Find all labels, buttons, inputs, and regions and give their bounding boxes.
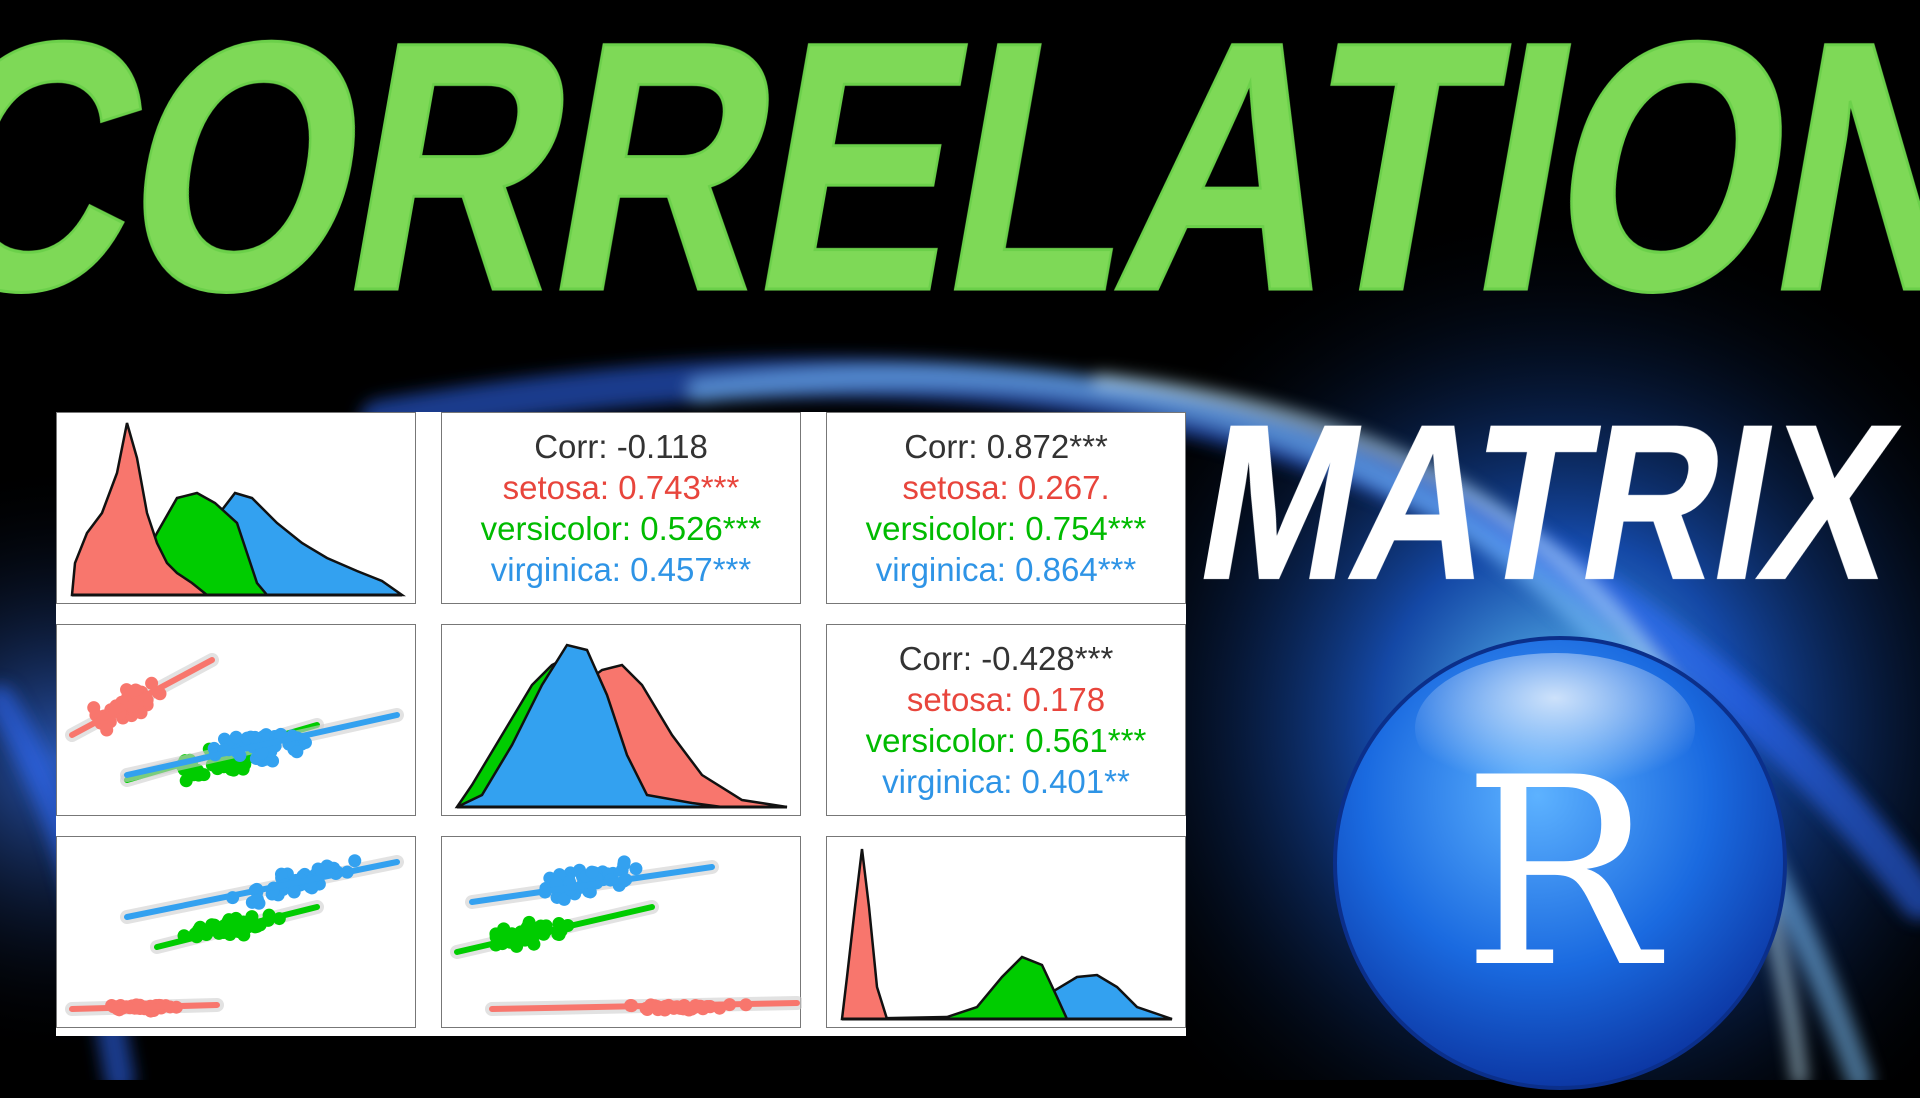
density-versicolor xyxy=(841,955,1069,1021)
scatter-point xyxy=(255,746,269,760)
regression-line xyxy=(454,904,655,955)
corr-setosa: setosa: 0.743*** xyxy=(502,469,740,506)
density-panel-1 xyxy=(56,412,416,604)
scatter-point xyxy=(145,676,159,690)
scatter-point xyxy=(585,865,599,879)
scatter-point xyxy=(179,774,193,788)
correlation-pairs-matrix: Corr: -0.118 setosa: 0.743*** versicolor… xyxy=(56,412,1186,1036)
scatter-point xyxy=(248,730,262,744)
scatter-plot-1 xyxy=(65,653,404,788)
density-setosa xyxy=(70,422,211,597)
corr-virginica: virginica: 0.864*** xyxy=(875,551,1137,588)
corr-versicolor: versicolor: 0.754*** xyxy=(865,510,1147,547)
scatter-point xyxy=(100,723,114,737)
scatter-point xyxy=(298,736,312,750)
scatter-point xyxy=(224,763,238,777)
regression-line xyxy=(154,904,320,950)
r-logo-letter: R xyxy=(1462,723,1665,1025)
density-plot-1 xyxy=(70,422,406,597)
scatter-panel-3 xyxy=(441,836,802,1028)
scatter-point xyxy=(87,701,101,715)
corr-virginica: virginica: 0.457*** xyxy=(490,551,752,588)
scatter-point xyxy=(274,867,288,881)
title-matrix: MATRIX xyxy=(1183,378,1913,626)
scatter-point xyxy=(617,855,631,869)
scatter-point xyxy=(303,880,317,894)
scatter-point xyxy=(229,911,243,925)
density-panel-3 xyxy=(826,836,1186,1028)
title-correlation: CORRELATION xyxy=(0,0,1920,366)
corr-overall: Corr: 0.872*** xyxy=(904,428,1108,465)
density-plot-3 xyxy=(840,848,1173,1021)
regression-line xyxy=(69,1002,220,1012)
scatter-panel-2 xyxy=(56,836,416,1028)
regression-line xyxy=(69,657,215,738)
scatter-point xyxy=(348,854,362,868)
corr-overall: Corr: -0.118 xyxy=(534,428,708,465)
corr-versicolor: versicolor: 0.526*** xyxy=(480,510,762,547)
scatter-point xyxy=(629,862,643,876)
density-plot-2 xyxy=(454,643,788,809)
scatter-point xyxy=(287,885,301,899)
scatter-point xyxy=(192,768,206,782)
regression-line xyxy=(124,859,400,920)
corr-virginica: virginica: 0.401** xyxy=(882,763,1130,800)
scatter-point xyxy=(129,683,143,697)
scatter-point xyxy=(583,885,597,899)
regression-line xyxy=(489,1000,800,1012)
scatter-point xyxy=(290,745,304,759)
regression-line xyxy=(469,864,715,905)
scatter-point xyxy=(229,730,243,744)
r-logo: R xyxy=(1333,636,1787,1090)
corr-panel-1: Corr: -0.118 setosa: 0.743*** versicolor… xyxy=(441,412,801,604)
scatter-panel-1 xyxy=(56,624,416,816)
corr-versicolor: versicolor: 0.561*** xyxy=(865,722,1147,759)
corr-overall: Corr: -0.428*** xyxy=(898,640,1114,677)
scatter-plot-2 xyxy=(65,854,404,1018)
corr-setosa: setosa: 0.178 xyxy=(906,681,1106,718)
corr-panel-2: Corr: 0.872*** setosa: 0.267. versicolor… xyxy=(826,412,1186,604)
scatter-point xyxy=(557,892,571,906)
density-panel-2 xyxy=(441,624,801,816)
scatter-plot-3 xyxy=(450,855,802,1017)
density-virginica xyxy=(456,643,723,809)
corr-panel-3: Corr: -0.428*** setosa: 0.178 versicolor… xyxy=(826,624,1186,816)
density-setosa xyxy=(840,848,889,1021)
scatter-point xyxy=(322,862,336,876)
corr-setosa: setosa: 0.267. xyxy=(902,469,1110,506)
regression-line xyxy=(124,712,400,778)
